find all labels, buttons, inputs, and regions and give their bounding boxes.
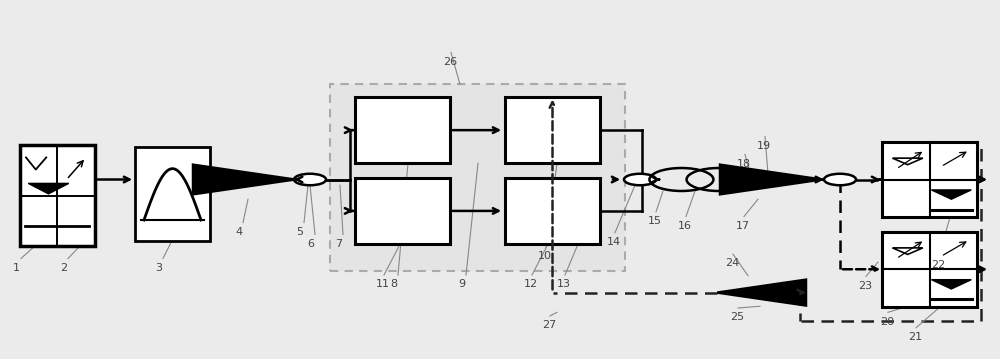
Text: 25: 25: [730, 312, 744, 322]
Bar: [882, 232, 977, 307]
Bar: [330, 84, 625, 271]
Text: 16: 16: [678, 221, 692, 231]
Text: 14: 14: [607, 237, 621, 247]
Text: 15: 15: [648, 216, 662, 226]
Text: 27: 27: [542, 320, 556, 330]
Text: 7: 7: [335, 239, 342, 249]
Text: 13: 13: [557, 279, 571, 289]
Polygon shape: [193, 165, 295, 194]
Text: 23: 23: [858, 281, 872, 291]
Bar: [355, 97, 450, 163]
Text: 19: 19: [757, 141, 771, 151]
Text: 26: 26: [443, 57, 457, 67]
Polygon shape: [931, 280, 971, 289]
Bar: [20, 145, 95, 246]
Text: 9: 9: [458, 279, 465, 289]
Text: 21: 21: [908, 332, 922, 342]
Text: 20: 20: [880, 317, 894, 327]
Polygon shape: [720, 165, 822, 194]
Text: 6: 6: [307, 239, 314, 249]
Text: 12: 12: [524, 279, 538, 289]
Polygon shape: [717, 280, 806, 306]
Polygon shape: [28, 183, 69, 194]
Text: 4: 4: [235, 227, 242, 237]
Bar: [505, 97, 600, 163]
Bar: [505, 178, 600, 244]
Text: 8: 8: [390, 279, 397, 289]
Text: 18: 18: [737, 159, 751, 169]
Bar: [135, 147, 210, 241]
Text: 10: 10: [538, 251, 552, 261]
Circle shape: [294, 174, 326, 185]
Bar: [355, 178, 450, 244]
Text: 22: 22: [931, 260, 945, 270]
Text: 3: 3: [155, 263, 162, 273]
Text: 17: 17: [736, 221, 750, 231]
Circle shape: [624, 174, 656, 185]
Text: 5: 5: [296, 227, 303, 237]
Text: 24: 24: [725, 258, 739, 269]
Text: 11: 11: [376, 279, 390, 289]
Circle shape: [824, 174, 856, 185]
Polygon shape: [931, 190, 971, 199]
Bar: [882, 142, 977, 217]
Text: 2: 2: [60, 263, 67, 273]
Text: 1: 1: [13, 263, 20, 273]
